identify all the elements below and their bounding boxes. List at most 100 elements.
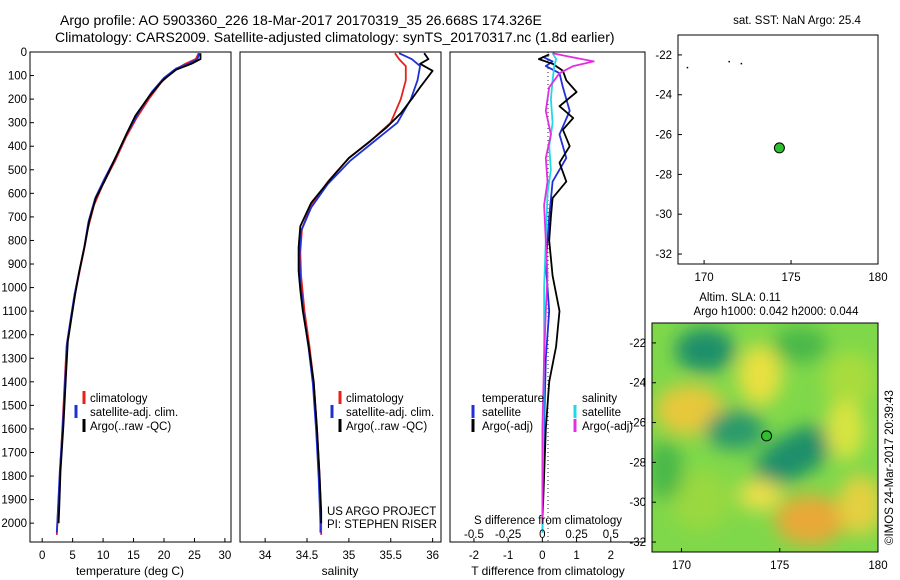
depth-ticks: 0 100 200 300 400 500 600 700 800 900 1000 1100 1200… <box>1 47 34 530</box>
lat-tick-label: -26 <box>629 418 646 430</box>
lat-tick-label: -24 <box>655 90 672 102</box>
legend-s-argo: Argo(-adj) <box>582 421 633 433</box>
title-line-2: Climatology: CARS2009. Satellite-adjuste… <box>55 29 615 45</box>
depth-tick-label: 400 <box>8 141 27 153</box>
salinity-frame <box>239 51 442 543</box>
sla-map-title-2: Argo h1000: 0.042 h2000: 0.044 <box>694 306 860 318</box>
depth-tick-label: 1900 <box>1 495 27 507</box>
lat-tick-label: -30 <box>629 497 646 509</box>
legend-climatology: climatology <box>346 393 404 405</box>
depth-tick-label: 1600 <box>1 424 27 436</box>
legend-satellite: satellite-adj. clim. <box>346 407 434 419</box>
salinity-argo-adj-line <box>541 52 595 524</box>
lat-tick-label: -24 <box>629 378 646 390</box>
pi-annotation: PI: STEPHEN RISER <box>327 519 437 531</box>
sla-map-title-1: Altim. SLA: 0.11 <box>699 292 781 304</box>
depth-tick-label: 1400 <box>1 377 27 389</box>
lon-tick-label: 175 <box>781 272 800 284</box>
s-diff-tick-label: 0.5 <box>603 529 619 541</box>
s-diff-tick-label: 0 <box>539 529 545 541</box>
sla-map-panel: Altim. SLA: 0.11 Argo h1000: 0.042 h2000… <box>629 292 896 572</box>
sla-map-frame <box>651 322 879 553</box>
x-tick-label: 2 <box>608 550 614 562</box>
argo-raw-qc-line <box>297 52 434 524</box>
argo-raw-qc-line <box>57 53 202 524</box>
s-diff-tick-label: -0.5 <box>464 529 484 541</box>
x-tick-label: 10 <box>97 550 110 562</box>
x-tick-label: 34 <box>259 550 272 562</box>
x-tick-label: -2 <box>469 550 479 562</box>
x-tick-label: -1 <box>503 550 513 562</box>
legend-t-argo: Argo(-adj) <box>482 421 533 433</box>
climatology-line <box>299 52 407 535</box>
lat-tick-label: -28 <box>655 169 672 181</box>
sst-map-title: sat. SST: NaN Argo: 25.4 <box>733 15 861 27</box>
climatology-line <box>55 52 200 535</box>
lat-tick-label: -32 <box>629 537 646 549</box>
difference-panel: -2 -1 0 1 2 S difference from climatology -0… <box>449 51 646 578</box>
depth-tick-label: 800 <box>8 235 27 247</box>
sst-map-panel: sat. SST: NaN Argo: 25.4 170 175 180 -22 -24… <box>655 15 887 284</box>
depth-tick-label: 700 <box>8 212 27 224</box>
legend-climatology: climatology <box>90 393 148 405</box>
depth-tick-label: 1200 <box>1 330 27 342</box>
x-tick-label: 0 <box>539 550 545 562</box>
temperature-argo-adj-line <box>538 53 578 524</box>
x-tick-label: 1 <box>573 550 579 562</box>
x-tick-label: 35 <box>342 550 355 562</box>
s-diff-tick-label: -0.25 <box>495 529 521 541</box>
salinity-panel: 34 34.5 35 35.5 36 salinity climatology sate… <box>239 51 442 578</box>
x-tick-label: 30 <box>219 550 232 562</box>
depth-tick-label: 600 <box>8 188 27 200</box>
sst-map-specks <box>686 60 743 69</box>
x-tick-label: 0 <box>39 550 45 562</box>
depth-tick-label: 1300 <box>1 353 27 365</box>
lat-tick-label: -22 <box>629 338 646 350</box>
depth-tick-label: 900 <box>8 259 27 271</box>
map-speck <box>728 60 730 63</box>
temperature-frame <box>29 51 232 543</box>
imos-timestamp: ©IMOS 24-Mar-2017 20:39:43 <box>884 390 896 545</box>
lat-tick-label: -32 <box>655 249 672 261</box>
salinity-axis-label: salinity <box>322 564 359 578</box>
satellite-adj-clim-line <box>298 52 422 533</box>
legend-argo: Argo(..raw -QC) <box>346 421 427 433</box>
lat-tick-label: -26 <box>655 130 672 142</box>
depth-tick-label: 200 <box>8 94 27 106</box>
temperature-ticks: 0 5 10 15 20 25 30 <box>39 538 231 562</box>
float-position-marker <box>761 430 773 442</box>
temperature-axis-label: temperature (deg C) <box>76 564 184 578</box>
depth-tick-label: 0 <box>21 47 27 59</box>
depth-tick-label: 2000 <box>1 518 27 530</box>
legend-s-satellite: satellite <box>582 407 621 419</box>
s-diff-tick-label: 0.25 <box>565 529 587 541</box>
legend-argo: Argo(..raw -QC) <box>90 421 171 433</box>
temperature-panel: 0100200300400500600700800900100011001200… <box>1 47 232 578</box>
sst-map-ticks: 170 175 180 -22 -24 -26 -28 -30 -32 <box>655 50 887 284</box>
float-position-marker <box>773 142 785 154</box>
depth-tick-label: 500 <box>8 165 27 177</box>
project-annotation: US ARGO PROJECT <box>327 506 436 518</box>
x-tick-label: 15 <box>127 550 140 562</box>
salinity-lines <box>297 52 434 535</box>
x-tick-label: 34.5 <box>296 550 318 562</box>
temperature-lines <box>55 52 202 535</box>
sla-heatmap <box>652 323 878 552</box>
lon-tick-label: 175 <box>770 560 789 572</box>
lon-tick-label: 170 <box>672 560 691 572</box>
s-difference-ticks: -0.5 -0.25 0 0.25 0.5 <box>464 529 619 541</box>
difference-legend: temperature satellite Argo(-adj) salinit… <box>471 393 633 433</box>
x-tick-label: 36 <box>426 550 439 562</box>
legend-temperature-title: temperature <box>482 393 544 405</box>
x-tick-label: 25 <box>188 550 201 562</box>
legend-salinity-title: salinity <box>582 393 617 405</box>
title-line-1: Argo profile: AO 5903360_226 18-Mar-2017… <box>60 12 542 28</box>
legend-t-satellite: satellite <box>482 407 521 419</box>
depth-tick-label: 1700 <box>1 447 27 459</box>
depth-tick-label: 1000 <box>1 283 27 295</box>
depth-tick-label: 1100 <box>2 306 27 318</box>
depth-tick-label: 300 <box>8 118 27 130</box>
depth-tick-label: 1500 <box>1 400 27 412</box>
lon-tick-label: 180 <box>868 560 887 572</box>
